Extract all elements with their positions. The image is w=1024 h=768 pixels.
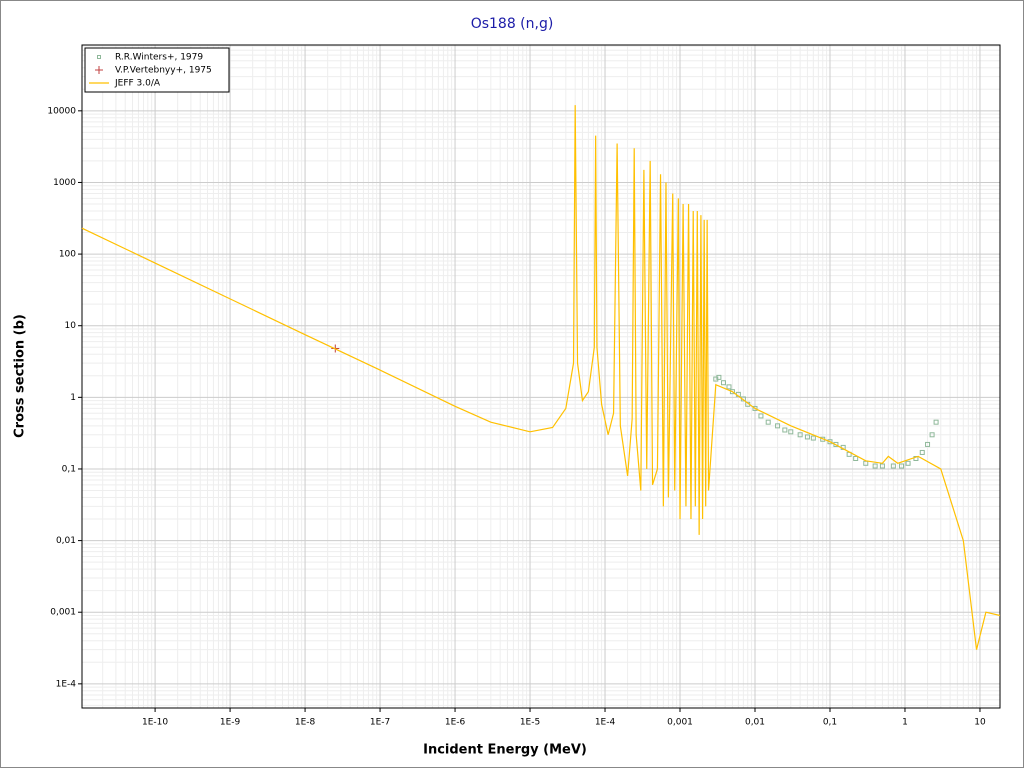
- x-tick-label: 1E-6: [445, 718, 466, 728]
- x-tick-label: 1E-8: [295, 718, 316, 728]
- data-point: [925, 441, 931, 447]
- x-tick-label: 1E-7: [370, 718, 390, 728]
- data-point: [879, 463, 885, 469]
- y-tick-label: 10: [65, 321, 77, 331]
- data-point: [933, 419, 939, 425]
- data-point: [729, 389, 735, 395]
- x-tick-label: 1: [902, 718, 908, 728]
- data-point: [765, 419, 771, 425]
- y-tick-label: 0,1: [62, 464, 76, 474]
- data-point: [929, 432, 935, 438]
- data-point: [899, 463, 905, 469]
- data-point: [758, 413, 764, 419]
- legend-label: R.R.Winters+, 1979: [115, 53, 203, 63]
- x-tick-label: 1E-4: [595, 718, 616, 728]
- data-point: [716, 374, 722, 380]
- data-point: [788, 429, 794, 435]
- data-point: [797, 432, 803, 438]
- legend-box: [84, 47, 230, 93]
- data-point: [872, 463, 878, 469]
- data-point: [810, 435, 816, 441]
- x-tick-label: 10: [974, 718, 986, 728]
- plot-border: [81, 44, 1001, 709]
- data-point: [804, 434, 810, 440]
- y-tick-label: 100: [59, 250, 76, 260]
- chart-title: Os188 (n,g): [471, 16, 554, 32]
- data-point: [720, 380, 726, 386]
- x-axis-label: Incident Energy (MeV): [423, 743, 587, 758]
- data-point: [827, 439, 833, 445]
- data-point: [782, 427, 788, 433]
- y-tick-label: 1000: [53, 178, 76, 188]
- x-tick-label: 1E-9: [220, 718, 241, 728]
- y-tick-label: 1E-4: [56, 679, 77, 689]
- data-point: [890, 463, 896, 469]
- y-axis-label: Cross section (b): [13, 314, 28, 438]
- x-tick-label: 0,001: [667, 718, 693, 728]
- legend-label: V.P.Vertebnyy+, 1975: [115, 66, 212, 76]
- y-tick-label: 0,01: [56, 536, 76, 546]
- x-tick-label: 1E-5: [520, 718, 540, 728]
- legend-swatch: [95, 66, 103, 74]
- y-tick-label: 0,001: [50, 608, 76, 618]
- data-point: [775, 423, 781, 429]
- data-point: [919, 449, 925, 455]
- legend-label: JEFF 3.0/A: [114, 79, 161, 89]
- y-tick-label: 1: [70, 393, 76, 403]
- legend-swatch: [97, 55, 101, 59]
- data-point: [853, 455, 859, 461]
- x-tick-label: 1E-10: [142, 718, 168, 728]
- data-point: [752, 405, 758, 411]
- data-point: [726, 384, 732, 390]
- data-line: [81, 105, 1001, 650]
- data-point: [905, 460, 911, 466]
- x-tick-label: 0,01: [745, 718, 765, 728]
- x-tick-label: 0,1: [823, 718, 837, 728]
- y-tick-label: 10000: [47, 106, 76, 116]
